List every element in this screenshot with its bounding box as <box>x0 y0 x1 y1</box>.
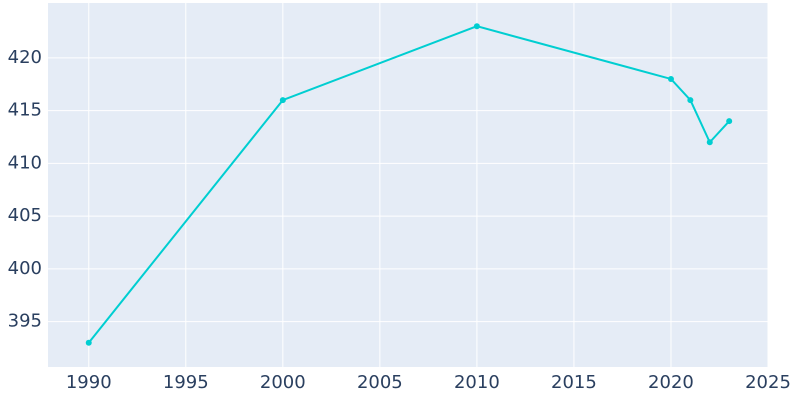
y-tick-label: 415 <box>8 100 42 121</box>
point <box>667 75 674 82</box>
y-tick-label: 420 <box>8 47 42 68</box>
x-tick-label: 1990 <box>66 372 112 393</box>
x-tick-label: 1995 <box>163 372 209 393</box>
y-tick-label: 395 <box>8 311 42 332</box>
x-tick-label: 2000 <box>260 372 306 393</box>
y-tick-label: 400 <box>8 258 42 279</box>
x-tick-label: 2005 <box>357 372 403 393</box>
point <box>279 97 286 104</box>
y-tick-label: 410 <box>8 152 42 173</box>
point <box>687 97 694 104</box>
point <box>85 339 92 346</box>
plot-area <box>48 3 768 367</box>
point <box>473 23 480 30</box>
point <box>726 118 733 125</box>
y-tick-label: 405 <box>8 205 42 226</box>
x-tick-label: 2010 <box>454 372 500 393</box>
point <box>706 139 713 146</box>
x-tick-label: 2020 <box>648 372 694 393</box>
x-tick-label: 2025 <box>745 372 791 393</box>
x-tick-label: 2015 <box>551 372 597 393</box>
